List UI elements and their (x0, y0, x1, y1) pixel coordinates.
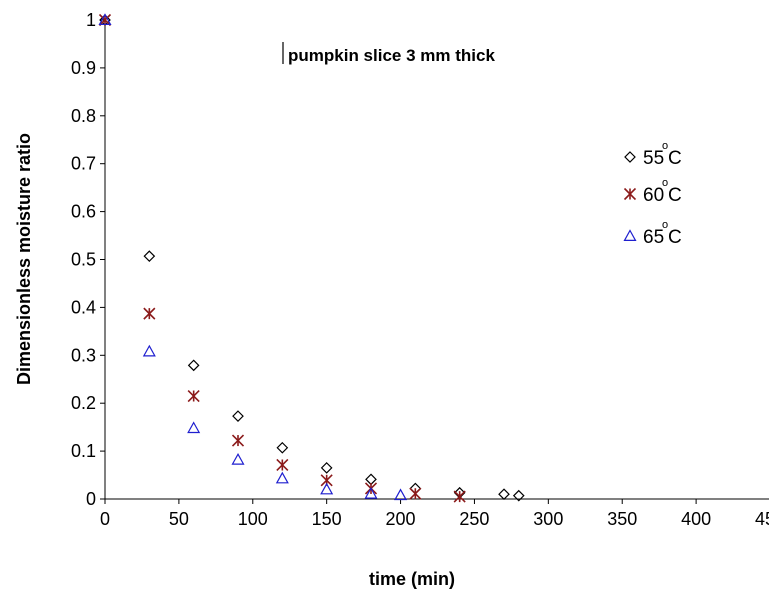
data-point (276, 441, 289, 454)
data-point (512, 489, 525, 502)
data-point (453, 490, 466, 503)
data-point (364, 486, 378, 499)
legend-degree-sup: o (662, 219, 668, 231)
data-point (232, 410, 244, 422)
legend-marker (623, 187, 637, 201)
data-point (98, 13, 112, 25)
x-tick-label: 400 (681, 509, 711, 529)
data-point (187, 389, 200, 403)
x-tick-label: 50 (169, 509, 189, 529)
series-1-markers (99, 14, 525, 502)
x-tick-label: 300 (533, 509, 563, 529)
y-tick-label: 0 (86, 489, 96, 509)
legend-marker (623, 229, 637, 241)
y-tick-label: 0.6 (71, 202, 96, 222)
data-point (365, 473, 377, 486)
data-point (498, 488, 510, 501)
y-tick-label: 0.2 (71, 393, 96, 413)
series-3-markers (98, 13, 408, 501)
x-tick-label: 0 (100, 509, 110, 529)
x-tick-label: 250 (459, 509, 489, 529)
data-point (98, 13, 112, 27)
chart-title-group: pumpkin slice 3 mm thick (261, 38, 495, 70)
legend-degree-sup: o (662, 140, 668, 152)
plot-area (104, 20, 769, 500)
x-axis-ticks: 0 50 100 150 200 250 300 350 400 450 (100, 499, 769, 529)
chart-title: pumpkin slice 3 mm thick (288, 46, 495, 65)
legend-label: 65 (643, 227, 664, 248)
series-2-markers (98, 13, 466, 503)
y-tick-label: 0.9 (71, 58, 96, 78)
y-axis-ticks: 0 0.1 0.2 0.3 0.4 0.5 0.6 0.7 0.8 0.9 1 (71, 10, 105, 509)
legend-unit: C (668, 185, 682, 206)
title-box-edge (261, 38, 283, 70)
data-point (276, 458, 289, 472)
x-tick-label: 350 (607, 509, 637, 529)
y-tick-label: 0.8 (71, 106, 96, 126)
data-markers (98, 13, 525, 503)
legend-degree-sup: o (662, 177, 668, 189)
data-point (320, 462, 333, 474)
data-point (187, 421, 201, 434)
x-tick-label: 200 (386, 509, 416, 529)
legend-marker (624, 151, 636, 163)
data-point (320, 482, 334, 495)
y-tick-label: 1 (86, 10, 96, 30)
legend-label: 55 (643, 148, 664, 169)
x-axis-title: time (min) (369, 569, 455, 589)
y-axis-title: Dimensionless moisture ratio (14, 133, 34, 385)
x-tick-label: 150 (312, 509, 342, 529)
y-tick-label: 0.7 (71, 154, 96, 174)
data-point (409, 487, 422, 500)
x-tick-label: 450 (755, 509, 769, 529)
y-tick-label: 0.1 (71, 441, 96, 461)
legend-label: 60 (643, 185, 664, 206)
data-point (275, 471, 289, 484)
x-tick-label: 100 (238, 509, 268, 529)
data-point (231, 434, 245, 447)
legend-unit: C (668, 148, 682, 169)
data-point (143, 307, 156, 320)
data-point (187, 359, 200, 372)
data-point (394, 488, 408, 501)
data-point (142, 344, 156, 357)
y-tick-label: 0.3 (71, 345, 96, 365)
y-tick-label: 0.5 (71, 250, 96, 270)
y-tick-label: 0.4 (71, 297, 96, 317)
data-point (143, 250, 156, 262)
legend-unit: C (668, 227, 682, 248)
data-point (231, 452, 245, 465)
